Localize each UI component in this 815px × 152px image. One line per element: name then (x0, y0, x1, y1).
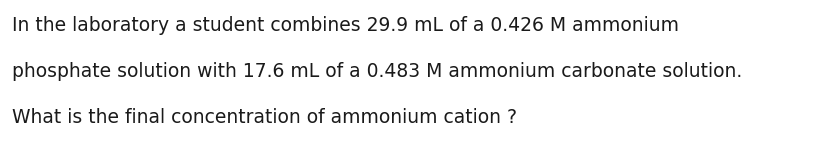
Text: In the laboratory a student combines 29.9 mL of a 0.426 M ammonium: In the laboratory a student combines 29.… (12, 16, 679, 35)
Text: phosphate solution with 17.6 mL of a 0.483 M ammonium carbonate solution.: phosphate solution with 17.6 mL of a 0.4… (12, 62, 742, 81)
Text: What is the final concentration of ammonium cation ?: What is the final concentration of ammon… (12, 108, 517, 127)
